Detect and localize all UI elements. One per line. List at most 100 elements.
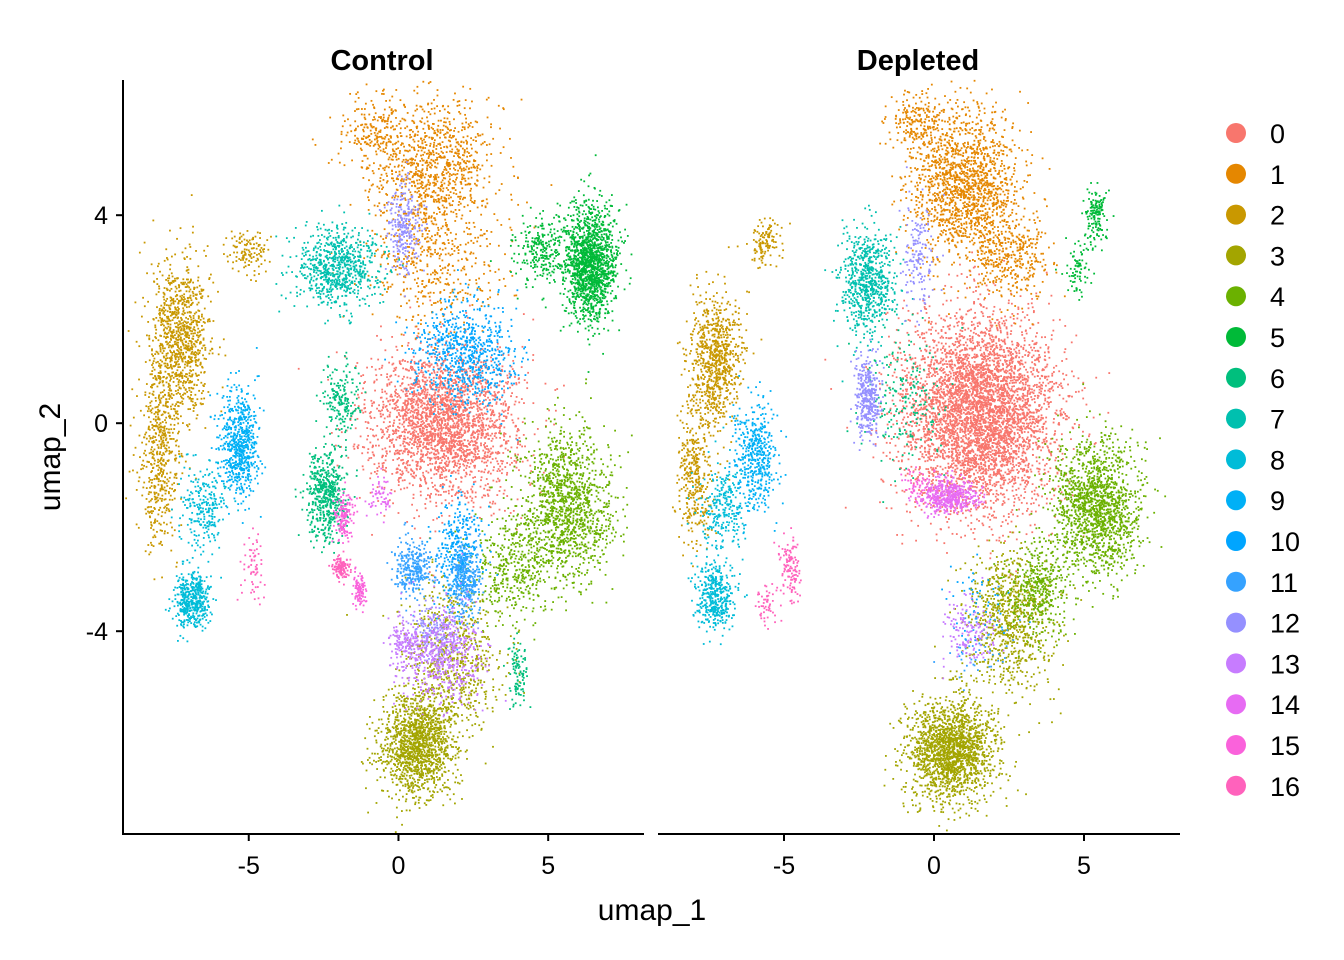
point	[389, 399, 391, 401]
point	[434, 113, 436, 115]
point	[467, 492, 469, 494]
point	[415, 110, 417, 112]
point	[399, 419, 401, 421]
point	[413, 401, 415, 403]
point	[426, 432, 428, 434]
point	[526, 382, 528, 384]
point	[412, 115, 414, 117]
point	[481, 497, 483, 499]
point	[425, 498, 427, 500]
point	[400, 385, 402, 387]
point	[437, 89, 439, 91]
point	[404, 360, 406, 362]
point	[496, 460, 498, 462]
point	[499, 426, 501, 428]
point	[470, 137, 472, 139]
point	[426, 426, 428, 428]
point	[366, 367, 368, 369]
point	[469, 107, 471, 109]
point	[409, 150, 411, 152]
point	[370, 400, 372, 402]
point	[481, 434, 483, 436]
point	[486, 198, 488, 200]
point	[390, 375, 392, 377]
point	[492, 480, 494, 482]
point	[484, 141, 486, 143]
point	[464, 126, 466, 128]
point	[407, 345, 409, 347]
point	[483, 444, 485, 446]
point	[439, 406, 441, 408]
point	[455, 189, 457, 191]
point	[490, 435, 492, 437]
point	[488, 495, 490, 497]
point	[397, 229, 399, 231]
point	[444, 462, 446, 464]
point	[491, 395, 493, 397]
point	[444, 108, 446, 110]
point	[359, 497, 361, 499]
point	[407, 361, 409, 363]
point	[369, 164, 371, 166]
point	[386, 376, 388, 378]
point	[407, 432, 409, 434]
point	[500, 460, 502, 462]
point	[457, 437, 459, 439]
point	[433, 199, 435, 201]
point	[439, 248, 441, 250]
point	[449, 183, 451, 185]
point	[534, 433, 536, 435]
point	[459, 450, 461, 452]
point	[381, 174, 383, 176]
point	[510, 395, 512, 397]
point	[523, 402, 525, 404]
point	[424, 446, 426, 448]
point	[417, 131, 419, 133]
point	[446, 449, 448, 451]
point	[495, 452, 497, 454]
point	[451, 151, 453, 153]
point	[437, 371, 439, 373]
point	[482, 425, 484, 427]
point	[430, 435, 432, 437]
point	[447, 432, 449, 434]
point	[431, 407, 433, 409]
point	[411, 366, 413, 368]
point	[389, 421, 391, 423]
point	[487, 483, 489, 485]
point	[487, 493, 489, 495]
point	[492, 423, 494, 425]
point	[422, 174, 424, 176]
point	[457, 463, 459, 465]
point	[520, 517, 522, 519]
point	[385, 467, 387, 469]
point	[453, 456, 455, 458]
point	[435, 494, 437, 496]
point	[466, 166, 468, 168]
point	[472, 477, 474, 479]
point	[482, 422, 484, 424]
point	[424, 377, 426, 379]
point	[430, 493, 432, 495]
point	[495, 193, 497, 195]
point	[425, 162, 427, 164]
point	[431, 458, 433, 460]
point	[422, 475, 424, 477]
point	[403, 180, 405, 182]
point	[465, 426, 467, 428]
point	[409, 412, 411, 414]
point	[417, 407, 419, 409]
point	[386, 393, 388, 395]
point	[476, 438, 478, 440]
point	[431, 102, 433, 104]
point	[456, 431, 458, 433]
point	[398, 477, 400, 479]
point	[407, 437, 409, 439]
point	[511, 447, 513, 449]
point	[399, 362, 401, 364]
point	[474, 467, 476, 469]
point	[448, 164, 450, 166]
point	[482, 433, 484, 435]
point	[466, 160, 468, 162]
point	[353, 444, 355, 446]
